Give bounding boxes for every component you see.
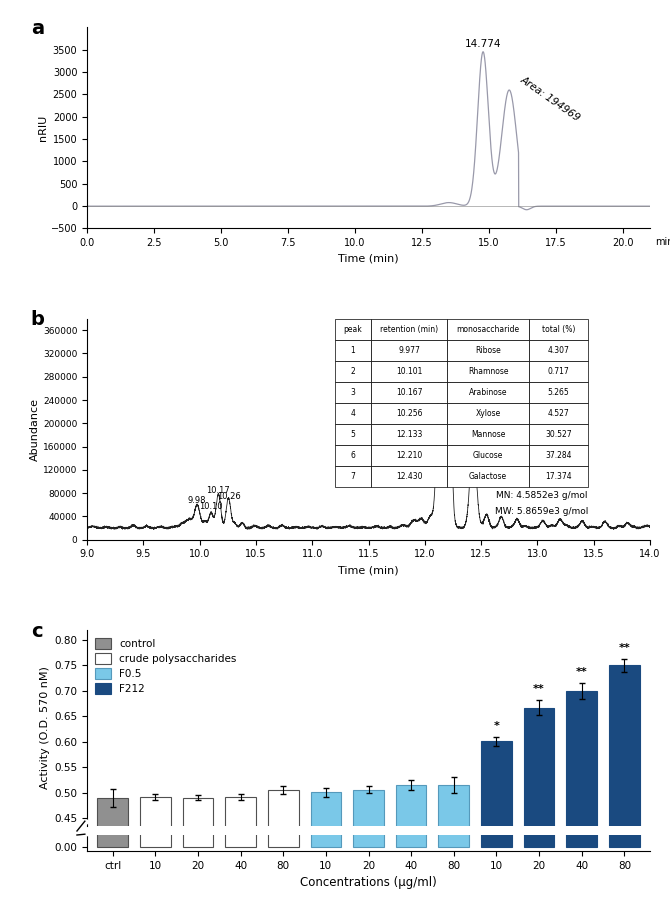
Bar [183,798,213,915]
Text: 12.43: 12.43 [462,434,485,443]
X-axis label: Concentrations (μg/ml): Concentrations (μg/ml) [300,877,437,889]
Bar [481,798,512,847]
Text: **: ** [533,684,545,694]
Bar [353,805,384,847]
Bar [225,797,256,915]
Text: MW: 5.8659e3 g/mol: MW: 5.8659e3 g/mol [494,507,588,515]
Text: b: b [31,309,45,328]
Text: MN: 4.5852e3 g/mol: MN: 4.5852e3 g/mol [496,491,588,501]
Bar [140,807,171,847]
Text: min: min [655,237,670,246]
Bar [97,798,128,915]
Bar [566,790,597,847]
Bar [97,807,128,847]
Text: 12.13: 12.13 [428,363,452,372]
Bar [140,797,171,915]
Bar [481,741,512,915]
Bar [353,790,384,915]
Bar [566,691,597,915]
X-axis label: Time (min): Time (min) [338,253,399,264]
Text: 14.774: 14.774 [465,39,501,49]
Bar [310,806,341,847]
Bar [268,791,299,915]
Bar [225,807,256,847]
Text: c: c [31,622,42,640]
Bar [268,805,299,847]
Text: 10.10: 10.10 [199,501,222,511]
Text: 10.26: 10.26 [216,492,241,501]
Legend: control, crude polysaccharides, F0.5, F212: control, crude polysaccharides, F0.5, F2… [92,635,240,697]
Bar [438,785,469,915]
Bar [310,792,341,915]
Text: Area: 194969: Area: 194969 [519,75,582,124]
Y-axis label: Activity (O.D. 570 nM): Activity (O.D. 570 nM) [40,666,50,790]
Bar [609,665,640,915]
Text: *: * [494,721,499,731]
Bar [438,804,469,847]
Bar [396,785,427,915]
Text: a: a [31,19,44,38]
Y-axis label: nRIU: nRIU [38,115,48,141]
Text: **: ** [618,643,630,653]
Bar [524,708,554,915]
Bar [396,804,427,847]
Bar [183,807,213,847]
Text: **: ** [576,667,588,677]
Bar [609,785,640,847]
Text: 9.98: 9.98 [188,497,206,505]
X-axis label: Time (min): Time (min) [338,565,399,575]
Text: 12.21: 12.21 [437,320,460,329]
Text: 10.17: 10.17 [206,487,230,496]
Bar [524,792,554,847]
Y-axis label: Abundance: Abundance [30,398,40,460]
